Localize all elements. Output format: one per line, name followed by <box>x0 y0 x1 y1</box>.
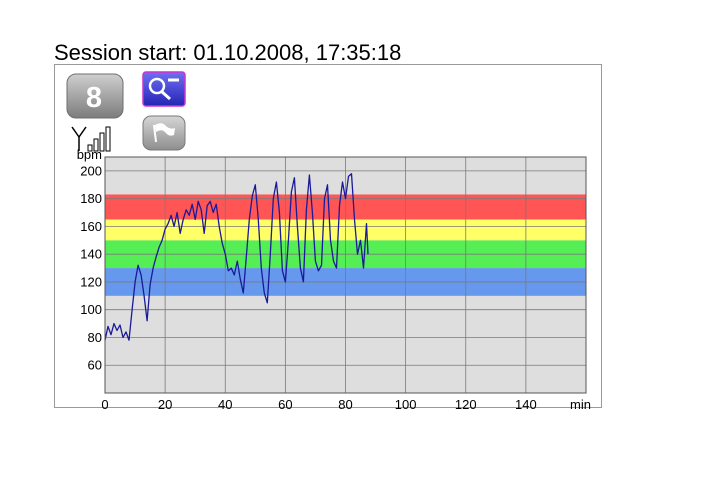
chart-grid <box>105 157 586 393</box>
chart-panel: 8 <box>54 64 602 409</box>
y-tick-label: 60 <box>88 358 102 373</box>
y-tick-label: 100 <box>80 302 102 317</box>
chart-axes: 60 80 100 120 140 160 180 200 0 20 40 60 80 100 120 140… <box>77 147 591 409</box>
y-tick-label: 180 <box>80 191 102 206</box>
heart-rate-chart: 60 80 100 120 140 160 180 200 0 20 40 60 80 100 120 140… <box>77 147 591 409</box>
badge-number: 8 <box>86 82 102 114</box>
x-tick-label: 140 <box>515 397 537 409</box>
x-tick-label: 100 <box>395 397 417 409</box>
badge-8-button[interactable]: 8 <box>66 73 124 119</box>
x-tick-label: 20 <box>158 397 172 409</box>
signal-strength <box>69 123 117 153</box>
flag-button[interactable] <box>142 115 186 151</box>
flag-icon <box>142 115 186 151</box>
y-tick-label: 200 <box>80 163 102 178</box>
signal-strength-icon <box>71 126 111 152</box>
x-tick-label: 80 <box>338 397 352 409</box>
x-tick-label: 40 <box>218 397 232 409</box>
x-tick-label: 0 <box>101 397 108 409</box>
zoom-out-magnifier-icon <box>142 71 186 107</box>
x-axis-label: min <box>570 397 591 409</box>
y-tick-label: 140 <box>80 247 102 262</box>
x-tick-label: 60 <box>278 397 292 409</box>
zoom-out-button[interactable] <box>142 71 186 107</box>
x-tick-label: 120 <box>455 397 477 409</box>
y-axis-label: bpm <box>77 147 102 162</box>
heart-rate-line-0 <box>104 173 369 341</box>
number-badge-icon: 8 <box>66 73 124 119</box>
y-tick-label: 80 <box>88 330 102 345</box>
series-layer <box>104 173 369 341</box>
y-tick-label: 160 <box>80 219 102 234</box>
y-tick-label: 120 <box>80 274 102 289</box>
session-start-title: Session start: 01.10.2008, 17:35:18 <box>54 40 402 65</box>
plot-border <box>104 156 587 394</box>
